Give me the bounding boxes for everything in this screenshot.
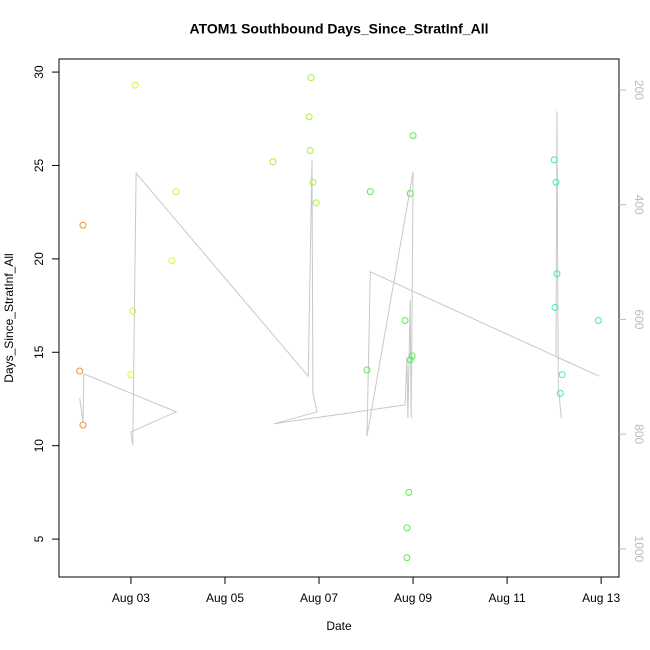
point: [406, 189, 414, 197]
point: [127, 371, 135, 379]
point: [403, 554, 411, 562]
y-tick-label: 25: [32, 158, 46, 172]
point: [558, 371, 566, 379]
point: [409, 132, 417, 140]
y2-tick-label: 600: [632, 309, 646, 329]
y-tick-label: 5: [32, 535, 46, 542]
x-tick-label: Aug 03: [112, 591, 150, 605]
plot-frame: [58, 58, 620, 578]
y2-tick-label: 400: [632, 195, 646, 215]
point: [551, 303, 559, 311]
point: [312, 199, 320, 207]
point: [556, 389, 564, 397]
point: [76, 367, 84, 375]
x-tick-label: Aug 07: [300, 591, 338, 605]
point: [550, 156, 558, 164]
point: [172, 188, 180, 196]
point: [553, 270, 561, 278]
point: [131, 81, 139, 89]
point: [79, 221, 87, 229]
point: [168, 257, 176, 265]
y-axis-label: Days_Since_StratInf_All: [2, 253, 16, 382]
point: [401, 317, 409, 325]
x-tick-label: Aug 13: [582, 591, 620, 605]
y2-tick-label: 200: [632, 80, 646, 100]
point: [269, 158, 277, 166]
y-tick-label: 20: [32, 252, 46, 266]
point: [408, 352, 416, 360]
x-tick-label: Aug 05: [206, 591, 244, 605]
point: [366, 188, 374, 196]
point: [406, 356, 414, 364]
point: [129, 307, 137, 315]
x-tick-label: Aug 11: [489, 591, 526, 605]
point: [552, 178, 560, 186]
point: [594, 317, 602, 325]
chart-title: ATOM1 Southbound Days_Since_StratInf_All: [190, 21, 489, 37]
x-axis-label: Date: [326, 619, 352, 633]
x-tick-label: Aug 09: [394, 591, 432, 605]
y2-tick-label: 800: [632, 424, 646, 444]
point: [307, 74, 315, 82]
y-tick-label: 10: [32, 439, 46, 453]
y-tick-label: 30: [32, 65, 46, 79]
y2-tick-label: 1000: [632, 536, 646, 563]
y-tick-label: 15: [32, 345, 46, 359]
point: [79, 421, 87, 429]
point: [309, 178, 317, 186]
point: [405, 488, 413, 496]
line: [79, 111, 600, 446]
point: [403, 524, 411, 532]
point: [305, 113, 313, 121]
point: [363, 366, 371, 374]
point: [306, 147, 314, 155]
